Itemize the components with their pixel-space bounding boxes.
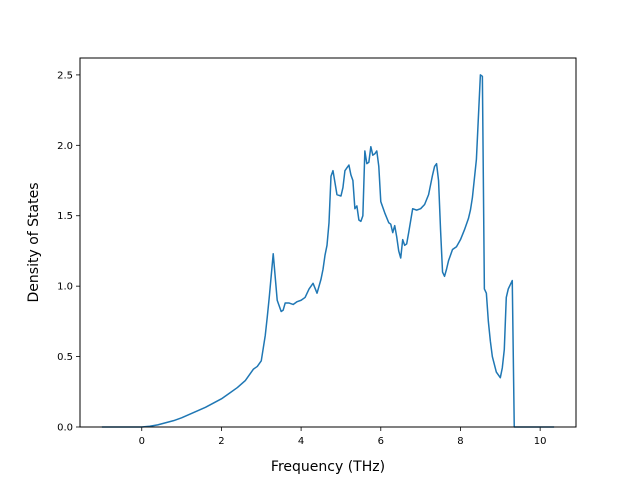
y-axis-label: Density of States [26, 183, 42, 303]
y-tick-label: 0.5 [57, 352, 73, 363]
x-tick-label: 8 [457, 436, 463, 447]
dos-series-line [101, 74, 555, 428]
y-tick-label: 0.0 [57, 423, 73, 434]
x-tick-label: 6 [378, 436, 384, 447]
x-tick-label: 0 [139, 436, 145, 447]
y-tick-label: 2.5 [57, 70, 73, 81]
y-tick-label: 1.5 [57, 211, 73, 222]
x-axis-label: Frequency (THz) [271, 459, 385, 475]
series-group [101, 74, 555, 428]
y-tick-label: 1.0 [57, 282, 73, 293]
y-axis-ticks: 0.0 0.5 1.0 1.5 2.0 2.5 [57, 70, 80, 434]
y-tick-label: 2.0 [57, 141, 73, 152]
plot-frame [79, 57, 577, 428]
x-tick-label: 10 [534, 436, 547, 447]
x-axis-ticks: 0 2 4 6 8 10 [139, 427, 547, 447]
x-tick-label: 4 [298, 436, 304, 447]
x-tick-label: 2 [218, 436, 224, 447]
